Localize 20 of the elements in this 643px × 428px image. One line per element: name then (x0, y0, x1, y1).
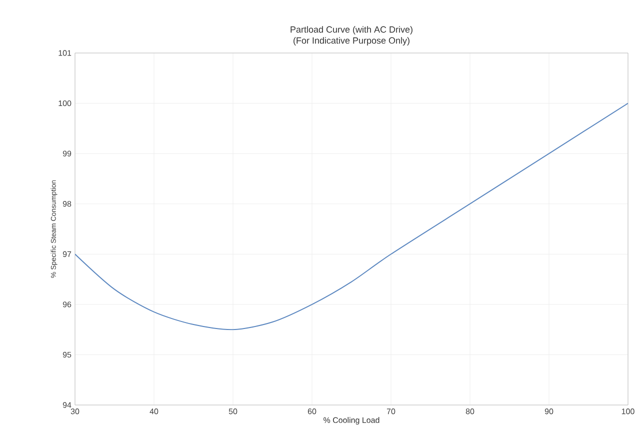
x-tick-label: 70 (386, 408, 396, 414)
chart-title: Partload Curve (with AC Drive) (290, 26, 412, 35)
y-tick-label: 99 (62, 150, 72, 156)
y-tick-label: 95 (62, 352, 72, 358)
y-tick-label: 94 (62, 402, 72, 408)
y-tick-label: 96 (62, 302, 72, 308)
y-tick-label: 100 (58, 100, 72, 106)
y-tick-label: 97 (62, 251, 72, 258)
x-tick-label: 60 (308, 408, 316, 414)
x-tick-label: 40 (150, 408, 158, 414)
line-series (75, 102, 628, 330)
x-axis-title: % Cooling Load (324, 417, 380, 425)
y-tick-label: 98 (62, 201, 72, 207)
x-tick-label: 100 (622, 408, 634, 414)
x-tick-label: 30 (70, 408, 80, 414)
x-tick-label: 80 (466, 408, 474, 414)
x-tick-label: 50 (228, 408, 238, 414)
y-tick-label: 101 (58, 50, 72, 56)
x-tick-label: 90 (544, 408, 554, 414)
chart-subtitle: (For Indicative Purpose Only) (294, 37, 410, 46)
